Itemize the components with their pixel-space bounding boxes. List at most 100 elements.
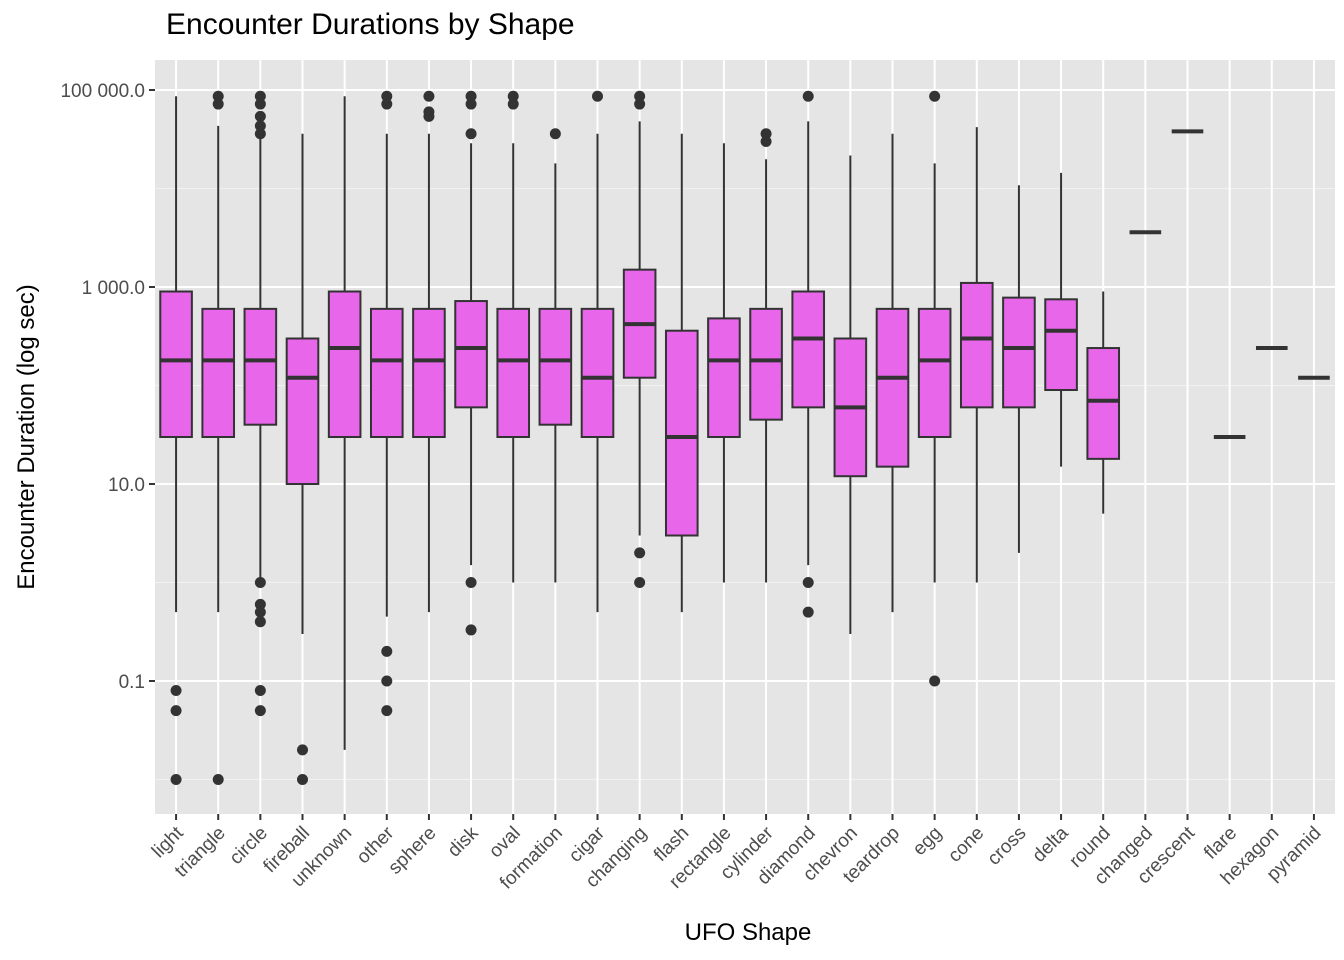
outlier-point [465, 128, 477, 140]
outlier-point [634, 98, 646, 110]
y-tick-label: 1 000.0 [82, 278, 145, 299]
outlier-point [212, 774, 224, 785]
outlier-point [254, 577, 266, 588]
outlier-point [254, 685, 266, 697]
outlier-point [929, 675, 941, 687]
outlier-point [254, 128, 266, 140]
outlier-point [381, 90, 393, 102]
box-fireball [285, 133, 320, 785]
box-body [1002, 296, 1036, 409]
x-tick-label: cross [984, 823, 1031, 870]
outlier-point [760, 136, 772, 148]
outlier-point [381, 98, 393, 110]
outlier-point [929, 90, 941, 102]
box-flash [664, 133, 699, 613]
outlier-point [381, 645, 393, 657]
box-series [159, 90, 1330, 785]
outlier-point [254, 90, 266, 102]
x-tick-label: delta [1029, 822, 1073, 866]
box-round [1086, 291, 1121, 514]
box-delta [1044, 172, 1078, 467]
box-body [538, 307, 573, 426]
outlier-point [507, 98, 519, 110]
box-rectangle [707, 143, 741, 583]
box-body [285, 337, 320, 486]
box-body [412, 307, 446, 439]
box-body [664, 329, 699, 537]
box-disk [454, 90, 488, 636]
outlier-point [634, 577, 646, 588]
outlier-point [297, 744, 308, 756]
outlier-point [170, 685, 182, 697]
box-chevron [833, 155, 868, 635]
outlier-point [170, 774, 182, 785]
y-tick-label: 10.0 [108, 475, 145, 496]
outlier-point [802, 577, 814, 588]
box-sphere [412, 90, 446, 613]
outlier-point [170, 705, 182, 717]
x-tick-label: cone [944, 823, 988, 867]
x-tick-label: egg [909, 823, 946, 860]
box-body [201, 307, 236, 439]
box-egg [917, 90, 952, 687]
box-body [707, 317, 741, 439]
x-tick-label: sphere [385, 823, 441, 879]
outlier-point [465, 624, 477, 636]
x-axis: lighttrianglecirclefireballunknownothers… [148, 814, 1325, 894]
box-body [959, 281, 994, 409]
outlier-point [465, 90, 477, 102]
box-triangle [201, 90, 236, 785]
outlier-point [802, 606, 814, 618]
outlier-point [254, 98, 266, 110]
outlier-point [254, 616, 266, 628]
outlier-point [465, 577, 477, 588]
box-cone [959, 127, 994, 583]
outlier-point [212, 90, 224, 102]
x-tick-label: disk [444, 822, 483, 861]
outlier-point [507, 90, 519, 102]
box-oval [496, 90, 531, 583]
box-light [159, 96, 193, 785]
outlier-point [423, 110, 435, 122]
box-body [159, 290, 193, 439]
y-axis: 0.1 10.0 1 000.0 100 000.0 [60, 81, 155, 693]
box-diamond [791, 90, 826, 618]
outlier-point [254, 120, 266, 132]
outlier-point [549, 128, 561, 140]
x-axis-title: UFO Shape [685, 919, 812, 946]
outlier-point [254, 598, 266, 610]
box-body [454, 300, 488, 409]
box-body [917, 307, 952, 439]
box-unknown [327, 96, 362, 750]
box-circle [243, 90, 278, 717]
outlier-point [423, 90, 435, 102]
y-tick-label: 100 000.0 [60, 81, 145, 102]
y-tick-label: 0.1 [119, 672, 145, 693]
box-body [327, 290, 362, 439]
outlier-point [802, 90, 814, 102]
box-body [243, 307, 278, 426]
y-axis-title: Encounter Duration (log sec) [13, 284, 40, 589]
box-body [496, 307, 531, 439]
box-body [369, 307, 404, 439]
outlier-point [254, 606, 266, 618]
outlier-point [381, 675, 393, 687]
outlier-point [212, 98, 224, 110]
box-body [1044, 298, 1078, 392]
outlier-point [254, 110, 266, 122]
outlier-point [634, 547, 646, 559]
outlier-point [465, 98, 477, 110]
outlier-point [297, 774, 308, 785]
box-other [369, 90, 404, 717]
box-cylinder [749, 128, 783, 583]
outlier-point [592, 90, 603, 102]
outlier-point [381, 705, 393, 717]
box-cross [1002, 185, 1036, 553]
outlier-point [254, 705, 266, 717]
box-body [875, 307, 910, 468]
box-body [1086, 347, 1121, 460]
chart-title: Encounter Durations by Shape [166, 8, 575, 41]
box-body [580, 307, 615, 439]
box-teardrop [875, 133, 910, 613]
